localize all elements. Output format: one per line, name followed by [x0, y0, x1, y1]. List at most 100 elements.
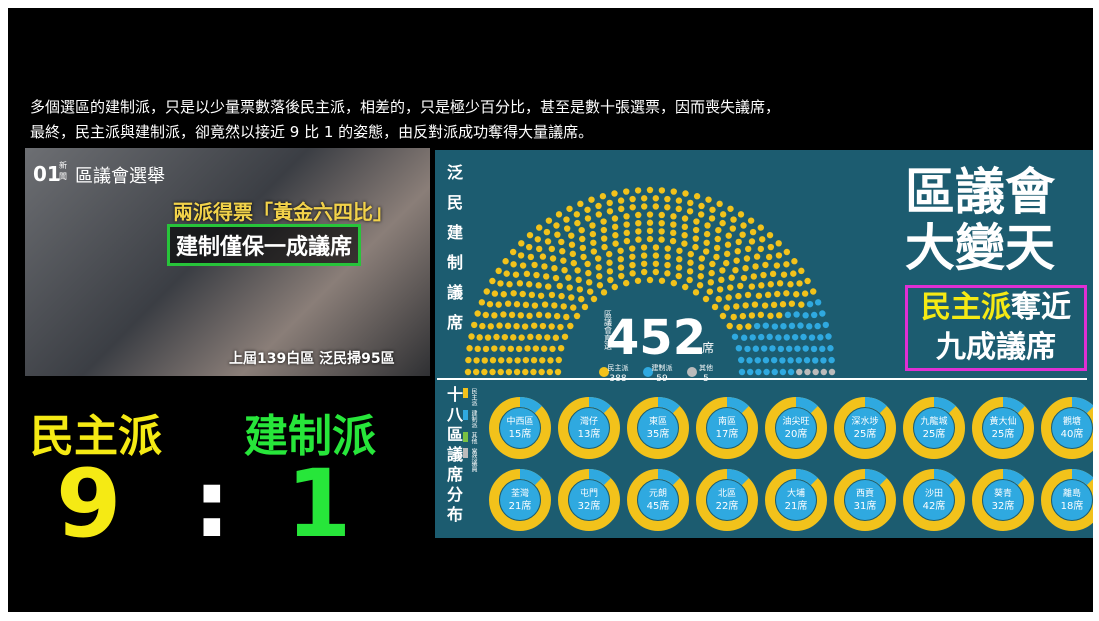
seat-dot — [747, 217, 755, 224]
seat-dot — [532, 345, 540, 352]
seat-dot — [769, 345, 776, 352]
seat-dot — [531, 261, 538, 269]
headline: 區議會 大變天 — [905, 164, 1055, 276]
seat-dot — [776, 312, 783, 319]
district-seats: 22席 — [716, 499, 739, 512]
seat-dot — [766, 333, 773, 341]
seat-dot — [558, 238, 565, 246]
seat-dot — [563, 313, 570, 321]
seat-dot — [787, 368, 795, 376]
seat-dot — [737, 211, 745, 218]
news-photo: 01 新聞 區議會選舉 兩派得票「黃金六四比」 建制僅保一成議席 上屆139白區… — [25, 148, 430, 376]
district-name: 離島 — [1063, 487, 1081, 499]
hemicycle-unit: 席 — [702, 340, 714, 355]
seat-dot — [544, 312, 552, 319]
seat-dot — [751, 301, 759, 308]
seat-dot — [669, 237, 677, 245]
seat-dot — [544, 238, 552, 245]
seat-dot — [474, 345, 481, 353]
seat-dot — [548, 291, 556, 299]
seat-dot — [759, 236, 766, 243]
seat-dot — [516, 280, 524, 287]
seat-dot — [478, 299, 486, 306]
district-core — [638, 480, 678, 520]
seat-dot — [504, 300, 512, 307]
district-core — [707, 480, 747, 520]
rest: 奪近 — [1011, 290, 1071, 325]
seat-dot — [505, 368, 513, 376]
seat-dot — [804, 368, 811, 376]
seat-dot — [528, 291, 536, 299]
district-core — [638, 408, 678, 448]
seat-dot — [518, 334, 525, 341]
subhead: 建制僅保一成議席 — [167, 224, 362, 266]
district-ring-accent — [657, 468, 680, 486]
seat-dot — [757, 245, 765, 253]
seat-dot — [600, 218, 607, 225]
seat-dot — [739, 312, 747, 320]
seat-dot — [733, 303, 740, 310]
seat-dot — [698, 255, 706, 262]
district-core — [776, 480, 816, 520]
seat-dot — [473, 357, 480, 364]
seat-dot — [652, 244, 660, 251]
seat-dot — [567, 322, 574, 330]
seat-dot — [522, 368, 529, 376]
district-seats: 42席 — [923, 499, 946, 512]
district-name: 灣仔 — [580, 415, 598, 427]
divider — [437, 378, 1087, 380]
seat-dot — [681, 223, 689, 231]
seat-dot — [729, 225, 737, 232]
seat-dot — [634, 277, 642, 284]
district-core — [983, 408, 1023, 448]
seat-dot — [495, 301, 502, 308]
district-seats: 25席 — [923, 427, 946, 440]
seat-dot — [670, 213, 677, 220]
seat-dot — [788, 300, 796, 307]
district-core — [1052, 408, 1092, 448]
seat-dot — [675, 272, 682, 280]
seat-dot — [517, 252, 525, 259]
seat-dot — [502, 258, 509, 265]
district-ring-accent — [726, 396, 749, 414]
seat-dot — [658, 277, 666, 284]
district-ring-accent — [864, 396, 887, 414]
highlight-line: 民主派奪近 — [908, 288, 1084, 328]
seat-dot — [646, 211, 654, 218]
district-ring-accent — [864, 468, 887, 486]
district-seats: 45席 — [647, 499, 670, 512]
seat-dot — [618, 205, 625, 213]
seat-dot — [790, 270, 797, 277]
seat-dot — [740, 274, 748, 282]
district-ring-accent — [726, 468, 749, 486]
seat-dot — [797, 322, 804, 329]
seat-dot — [646, 276, 654, 284]
seat-dot — [553, 312, 561, 320]
seat-dot — [574, 219, 581, 227]
seat-dot — [501, 333, 509, 341]
seat-dot — [526, 281, 533, 288]
headline-line: 大變天 — [905, 218, 1055, 277]
seat-dot — [617, 197, 625, 204]
seat-dot — [812, 368, 819, 376]
seat-dot — [664, 245, 671, 252]
seat-dot — [576, 286, 584, 293]
seat-dot — [640, 260, 648, 267]
seat-dot — [531, 322, 538, 329]
seat-dot — [808, 334, 816, 341]
seat-dot — [652, 268, 660, 276]
seat-dot — [629, 261, 636, 269]
seat-dot — [793, 311, 800, 318]
seat-dot — [754, 357, 761, 364]
group-label: 民主派 — [608, 363, 629, 372]
seat-dot — [784, 311, 792, 319]
seat-dot — [518, 240, 525, 247]
seat-dot — [509, 248, 517, 256]
seat-dot — [682, 283, 689, 291]
group-count: 388 — [609, 374, 626, 384]
seat-dot — [822, 321, 829, 329]
seat-dot — [705, 196, 712, 203]
seat-dot — [557, 344, 565, 352]
seat-dot — [646, 235, 654, 243]
legend: 民主派 建制派 其他 當然議員 — [463, 388, 479, 476]
